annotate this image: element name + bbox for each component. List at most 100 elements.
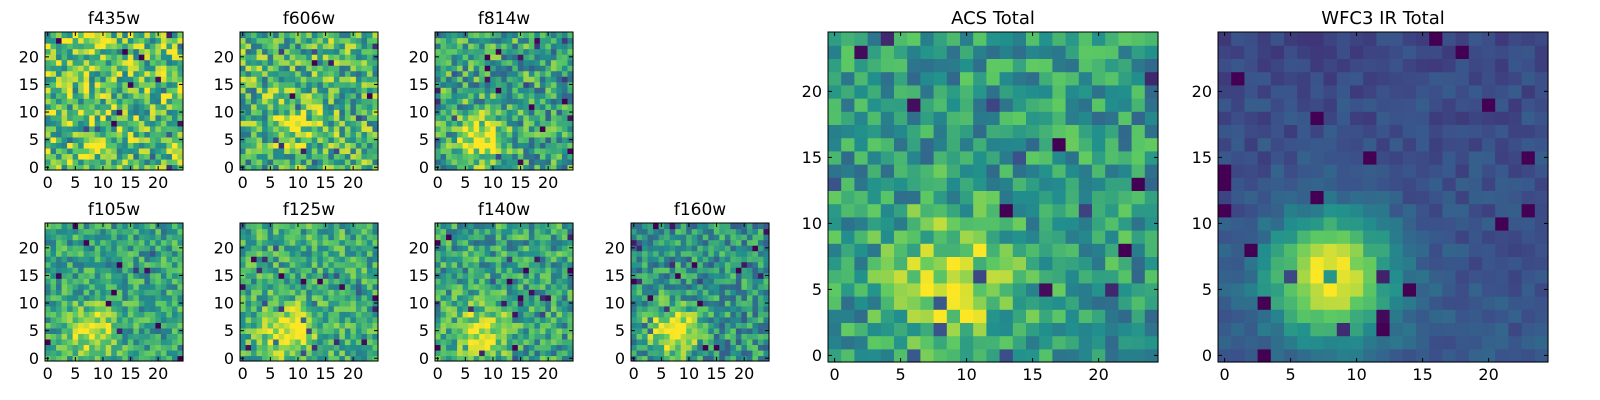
heatmap-cell — [116, 300, 123, 307]
heatmap-cell — [854, 269, 869, 284]
heatmap-cell — [545, 59, 552, 66]
heatmap-cell — [251, 59, 258, 66]
heatmap-cell — [251, 37, 258, 44]
heatmap-cell — [561, 103, 569, 110]
y-tick-label: 0 — [224, 158, 234, 177]
heatmap-cell — [451, 81, 458, 88]
heatmap-cell — [457, 70, 464, 77]
heatmap-cell — [256, 32, 263, 39]
heatmap-cell — [653, 344, 660, 351]
heatmap-cell — [960, 177, 974, 191]
heatmap-cell — [691, 267, 698, 274]
heatmap-cell — [490, 261, 497, 268]
heatmap-cell — [933, 230, 948, 244]
heatmap-cell — [473, 239, 480, 246]
heatmap-cell — [691, 338, 698, 346]
heatmap-cell — [462, 311, 469, 318]
heatmap-cell — [372, 228, 379, 235]
heatmap-cell — [328, 261, 335, 268]
heatmap-cell — [245, 81, 252, 88]
y-tick-label: 0 — [615, 349, 625, 368]
heatmap-cell — [484, 153, 491, 160]
heatmap-cell — [473, 338, 480, 346]
heatmap-cell — [300, 261, 307, 268]
heatmap-cell — [166, 344, 173, 351]
heatmap-cell — [289, 153, 296, 160]
heatmap-cell — [495, 223, 502, 230]
heatmap-cell — [311, 98, 318, 105]
heatmap-cell — [719, 234, 726, 241]
heatmap-cell — [61, 228, 68, 235]
heatmap-cell — [561, 322, 569, 329]
heatmap-cell — [262, 294, 269, 301]
heatmap-cell — [763, 250, 770, 257]
heatmap-cell — [561, 136, 569, 143]
heatmap-cell — [111, 54, 118, 61]
heatmap-cell — [440, 147, 447, 155]
heatmap-cell — [506, 92, 513, 99]
heatmap-cell — [462, 136, 469, 143]
heatmap-cell — [267, 103, 274, 110]
heatmap-cell — [171, 103, 179, 110]
heatmap-cell — [45, 289, 52, 296]
heatmap-cell — [506, 120, 513, 127]
heatmap-cell — [719, 311, 726, 318]
heatmap-cell — [561, 131, 569, 138]
heatmap-cell — [56, 114, 63, 121]
heatmap-cell — [350, 120, 357, 127]
heatmap-cell — [78, 289, 85, 296]
heatmap-cell — [473, 125, 480, 132]
heatmap-cell — [451, 87, 458, 94]
heatmap-cell — [166, 153, 173, 160]
heatmap-cell — [295, 333, 302, 340]
heatmap-cell — [457, 311, 464, 318]
heatmap-cell — [361, 278, 368, 285]
heatmap-cell — [78, 316, 85, 323]
heatmap-cell — [149, 114, 156, 121]
heatmap-cell — [116, 43, 123, 50]
heatmap-cell — [686, 349, 693, 357]
heatmap-cell — [89, 59, 96, 66]
heatmap-cell — [567, 103, 574, 110]
heatmap-cell — [841, 190, 855, 205]
heatmap-cell — [45, 153, 52, 160]
heatmap-cell — [45, 333, 52, 340]
heatmap-cell — [278, 305, 285, 312]
heatmap-cell — [144, 349, 151, 357]
heatmap-cell — [100, 147, 107, 155]
heatmap-cell — [680, 355, 687, 362]
heatmap-cell — [171, 48, 179, 55]
heatmap-cell — [166, 267, 173, 274]
heatmap-cell — [973, 309, 987, 323]
heatmap-cell — [1039, 203, 1053, 218]
heatmap-cell — [116, 142, 123, 149]
heatmap-cell — [435, 344, 442, 351]
heatmap-cell — [567, 250, 574, 257]
heatmap-cell — [506, 327, 513, 334]
heatmap-cell — [512, 333, 519, 340]
heatmap-cell — [149, 278, 156, 285]
heatmap-cell — [144, 272, 151, 279]
heatmap-cell — [273, 131, 280, 138]
heatmap-cell — [1078, 256, 1093, 271]
heatmap-cell — [67, 250, 74, 257]
heatmap-cell — [300, 305, 307, 312]
heatmap-cell — [83, 109, 90, 116]
heatmap-cell — [350, 272, 357, 279]
heatmap-cell — [550, 283, 558, 290]
heatmap-cell — [435, 333, 442, 340]
heatmap-cell — [67, 48, 74, 55]
heatmap-cell — [333, 278, 340, 285]
heatmap-cell — [317, 349, 324, 357]
heatmap-cell — [1105, 203, 1119, 218]
heatmap-cell — [495, 338, 502, 346]
heatmap-cell — [251, 300, 258, 307]
heatmap-cell — [273, 109, 280, 116]
heatmap-cell — [72, 136, 79, 143]
heatmap-cell — [528, 228, 535, 235]
heatmap-cell — [322, 103, 329, 110]
heatmap-cell — [94, 349, 101, 357]
heatmap-cell — [333, 142, 340, 149]
heatmap-cell — [479, 256, 486, 263]
heatmap-cell — [155, 158, 162, 166]
